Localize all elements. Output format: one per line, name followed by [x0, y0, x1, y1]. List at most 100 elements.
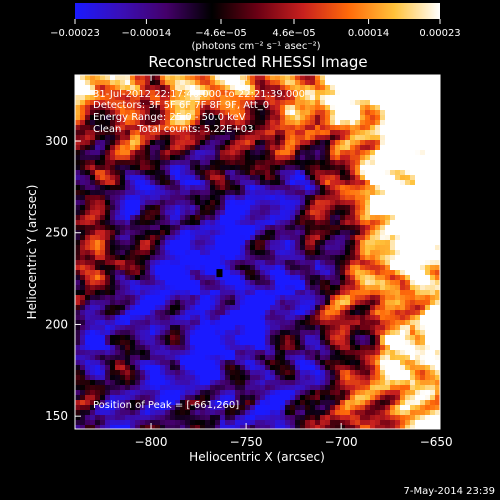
heatmap-cell	[125, 150, 131, 156]
heatmap-cell	[375, 125, 381, 131]
heatmap-cell	[380, 405, 386, 411]
heatmap-cell	[220, 330, 226, 336]
heatmap-cell	[225, 140, 231, 146]
heatmap-cell	[160, 155, 166, 161]
heatmap-cell	[365, 370, 371, 376]
heatmap-cell	[265, 330, 271, 336]
heatmap-cell	[260, 100, 266, 106]
heatmap-cell	[350, 225, 356, 231]
heatmap-cell	[315, 210, 321, 216]
heatmap-cell	[160, 370, 166, 376]
heatmap-cell	[390, 315, 396, 321]
heatmap-cell	[400, 305, 406, 311]
heatmap-cell	[250, 350, 256, 356]
heatmap-cell	[125, 110, 131, 116]
heatmap-cell	[170, 240, 176, 246]
heatmap-cell	[205, 135, 211, 141]
heatmap-cell	[230, 330, 236, 336]
heatmap-cell	[220, 170, 226, 176]
heatmap-cell	[315, 170, 321, 176]
heatmap-cell	[355, 285, 361, 291]
heatmap-cell	[290, 235, 296, 241]
heatmap-cell	[370, 335, 376, 341]
heatmap-cell	[395, 350, 401, 356]
heatmap-cell	[435, 85, 440, 91]
heatmap-cell	[235, 115, 241, 121]
heatmap-cell	[215, 235, 221, 241]
heatmap-cell	[200, 130, 206, 136]
heatmap-cell	[375, 340, 381, 346]
heatmap-cell	[250, 275, 256, 281]
heatmap-cell	[405, 400, 411, 406]
heatmap-cell	[95, 395, 101, 401]
heatmap-cell	[115, 175, 121, 181]
heatmap-cell	[75, 195, 81, 201]
heatmap-cell	[430, 350, 436, 356]
heatmap-cell	[310, 390, 316, 396]
heatmap-cell	[165, 315, 171, 321]
heatmap-cell	[255, 110, 261, 116]
heatmap-cell	[265, 385, 271, 391]
heatmap-cell	[105, 140, 111, 146]
heatmap-cell	[340, 215, 346, 221]
heatmap-cell	[220, 255, 226, 261]
heatmap-cell	[180, 270, 186, 276]
heatmap-cell	[275, 320, 281, 326]
heatmap-cell	[400, 120, 406, 126]
heatmap-cell	[115, 95, 121, 101]
heatmap-cell	[300, 95, 306, 101]
heatmap-cell	[330, 190, 336, 196]
heatmap-cell	[120, 255, 126, 261]
heatmap-cell	[125, 410, 131, 416]
heatmap-cell	[135, 150, 141, 156]
heatmap-cell	[420, 305, 426, 311]
heatmap-cell	[115, 85, 121, 91]
heatmap-cell	[365, 280, 371, 286]
heatmap-cell	[85, 290, 91, 296]
heatmap-cell	[425, 155, 431, 161]
heatmap-cell	[220, 305, 226, 311]
heatmap-cell	[270, 340, 276, 346]
heatmap-cell	[100, 230, 106, 236]
heatmap-cell	[410, 365, 416, 371]
heatmap-cell	[325, 380, 331, 386]
heatmap-cell	[235, 170, 241, 176]
heatmap-cell	[365, 295, 371, 301]
heatmap-cell	[380, 120, 386, 126]
heatmap-cell	[315, 175, 321, 181]
heatmap-cell	[370, 220, 376, 226]
heatmap-cell	[285, 180, 291, 186]
heatmap-cell	[95, 260, 101, 266]
heatmap-cell	[170, 135, 176, 141]
heatmap-cell	[205, 105, 211, 111]
heatmap-cell	[410, 225, 416, 231]
heatmap-cell	[410, 375, 416, 381]
heatmap-cell	[235, 220, 241, 226]
heatmap-cell	[425, 320, 431, 326]
heatmap-cell	[425, 130, 431, 136]
heatmap-cell	[160, 145, 166, 151]
heatmap-cell	[195, 230, 201, 236]
heatmap-cell	[260, 190, 266, 196]
heatmap-cell	[265, 160, 271, 166]
heatmap-cell	[270, 285, 276, 291]
heatmap-cell	[150, 110, 156, 116]
heatmap-cell	[150, 335, 156, 341]
heatmap-cell	[175, 105, 181, 111]
heatmap-cell	[420, 260, 426, 266]
heatmap-cell	[280, 310, 286, 316]
heatmap-cell	[340, 410, 346, 416]
heatmap-cell	[350, 410, 356, 416]
heatmap-cell	[270, 355, 276, 361]
heatmap-cell	[430, 130, 436, 136]
colorbar-ticks: −0.00023 −0.00014 −4.6e−05 4.6e−05 0.00014 0.…	[50, 19, 461, 39]
heatmap-cell	[155, 90, 161, 96]
heatmap-cell	[300, 205, 306, 211]
heatmap-cell	[135, 225, 141, 231]
heatmap-cell	[120, 140, 126, 146]
heatmap-cell	[250, 120, 256, 126]
heatmap-cell	[415, 205, 421, 211]
heatmap-cell	[295, 320, 301, 326]
heatmap-cell	[160, 260, 166, 266]
heatmap-cell	[395, 120, 401, 126]
